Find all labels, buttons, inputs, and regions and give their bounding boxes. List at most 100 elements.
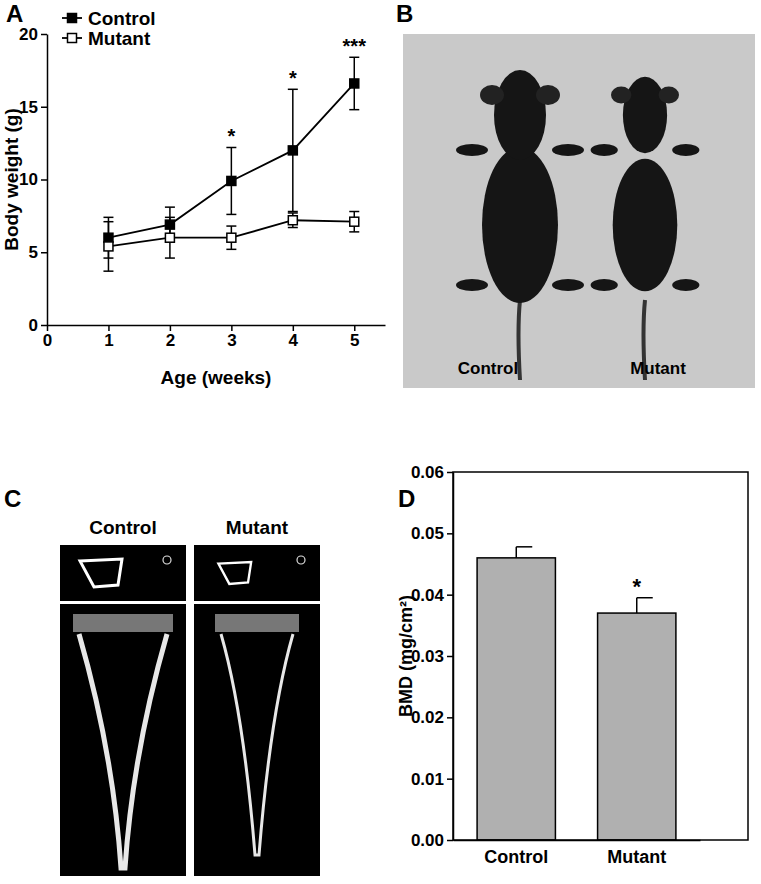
ct-image xyxy=(194,545,320,601)
tick: 5 xyxy=(29,243,47,262)
error-cap xyxy=(103,217,113,219)
ct-image xyxy=(194,604,320,876)
axis: Control Mutant xyxy=(454,840,701,867)
error-bar xyxy=(516,547,532,558)
bone-section xyxy=(80,559,122,587)
tick-label: 3 xyxy=(227,331,236,350)
tick-label: Control xyxy=(484,847,548,867)
mouse-silhouette xyxy=(591,77,700,380)
error-cap xyxy=(288,212,298,214)
error-cap xyxy=(349,211,359,213)
mouse-silhouette xyxy=(456,70,584,380)
tick: 0 xyxy=(29,316,47,335)
panel-label: C xyxy=(4,485,21,512)
tick-mark xyxy=(447,840,453,842)
micro-ct: Control Mutant xyxy=(60,517,320,876)
bone-section xyxy=(297,556,305,564)
tick-mark xyxy=(41,107,47,109)
tick: 0.03 xyxy=(411,647,453,666)
error-stem xyxy=(636,598,638,613)
tick: 10 xyxy=(19,170,47,189)
tick: 15 xyxy=(19,98,47,117)
tick: Mutant xyxy=(607,840,666,867)
tick-label: 2 xyxy=(166,331,175,350)
tick-label: 0.06 xyxy=(411,463,444,482)
annotation: * xyxy=(227,125,235,147)
annotation: *** xyxy=(343,35,367,57)
error-cap xyxy=(516,546,532,548)
axis: 0 5 10 15 20 xyxy=(19,25,47,335)
tick: 1 xyxy=(104,325,113,350)
tick-mark xyxy=(447,533,453,535)
tick: 0.00 xyxy=(411,831,453,850)
marker xyxy=(227,233,236,242)
tick: 20 xyxy=(19,25,47,44)
error-cap xyxy=(226,225,236,227)
photo-label: Mutant xyxy=(630,359,686,378)
tick: 5 xyxy=(350,325,359,350)
tick-label: 0.05 xyxy=(411,524,444,543)
panel-label: B xyxy=(396,0,413,27)
ct-image xyxy=(60,545,186,601)
panel-label: A xyxy=(6,0,23,27)
marker xyxy=(165,233,174,242)
tick-label: 5 xyxy=(29,243,38,262)
error-cap xyxy=(349,109,359,111)
error-cap xyxy=(165,206,175,208)
tick-mark xyxy=(41,34,47,36)
axis-line xyxy=(454,840,701,842)
error-bar xyxy=(226,147,236,214)
legend-marker xyxy=(68,14,77,23)
marker xyxy=(288,216,297,225)
photo-label: Control xyxy=(458,359,518,378)
error-cap xyxy=(103,221,113,223)
growth-plate xyxy=(215,614,299,632)
tick-label: 4 xyxy=(289,331,299,350)
tick: 2 xyxy=(166,325,175,350)
legend-label: Mutant xyxy=(88,28,151,49)
tick-mark xyxy=(447,717,453,719)
image-label: Mutant xyxy=(226,517,289,538)
tick-label: 0 xyxy=(29,316,38,335)
error-bar xyxy=(288,213,298,228)
error-bar xyxy=(349,212,359,232)
legend-item: Control xyxy=(62,8,156,29)
legend-item: Mutant xyxy=(62,28,151,49)
error-cap xyxy=(165,257,175,259)
axis-title: BMD (mg/cm²) xyxy=(396,595,416,717)
axis-title: Age (weeks) xyxy=(161,367,272,388)
tick-mark xyxy=(41,179,47,181)
marker xyxy=(288,146,297,155)
image-label: Control xyxy=(89,517,157,538)
bar xyxy=(598,613,676,840)
growth-plate xyxy=(73,614,173,632)
error-cap xyxy=(349,231,359,233)
panel-label: D xyxy=(398,485,415,512)
error-cap xyxy=(226,214,236,216)
tibia-outline xyxy=(221,634,293,855)
tick: 0.05 xyxy=(411,524,453,543)
error-cap xyxy=(288,211,298,213)
tick: 0.02 xyxy=(411,708,453,727)
tick-label: 0.01 xyxy=(411,770,444,789)
figure: ABCD01234505101520Age (weeks)Body weight… xyxy=(0,0,761,884)
tick: 0.06 xyxy=(411,463,453,482)
bar xyxy=(477,558,555,840)
tick: 0.01 xyxy=(411,770,453,789)
tick-label: 0 xyxy=(43,331,52,350)
tick-mark xyxy=(41,252,47,254)
tick-mark xyxy=(447,594,453,596)
tick: 0.04 xyxy=(411,586,453,605)
tick-label: 5 xyxy=(350,331,359,350)
error-bar xyxy=(349,57,359,109)
legend: ControlMutant xyxy=(62,8,156,49)
error-bar xyxy=(226,226,236,249)
plot-area xyxy=(477,547,676,840)
marker xyxy=(350,217,359,226)
annotation: * xyxy=(632,574,641,599)
tick-label: Mutant xyxy=(607,847,666,867)
tick-label: 1 xyxy=(104,331,113,350)
marker xyxy=(104,242,113,251)
annotation: * xyxy=(289,67,297,89)
legend-marker xyxy=(68,34,77,43)
